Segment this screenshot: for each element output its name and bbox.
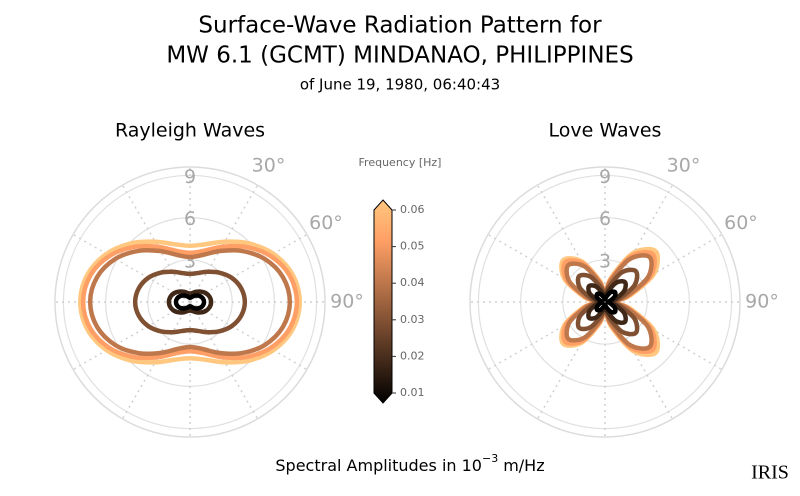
theta-tick-label: 30° bbox=[252, 155, 286, 177]
theta-tick-label: 30° bbox=[667, 155, 701, 177]
radiation-curve bbox=[132, 269, 248, 335]
x-label-exponent: −3 bbox=[482, 452, 498, 465]
grid-spoke bbox=[604, 301, 723, 371]
radiation-curve bbox=[87, 247, 293, 357]
theta-tick-label: 60° bbox=[724, 212, 758, 234]
radiation-curve bbox=[80, 243, 300, 361]
grid-spoke bbox=[189, 301, 308, 371]
radiation-curve bbox=[78, 239, 302, 365]
grid-spoke bbox=[189, 233, 308, 303]
logo: IRIS bbox=[751, 462, 789, 484]
theta-tick-label: 90° bbox=[745, 291, 779, 313]
colorbar-tick-label: 0.06 bbox=[400, 203, 425, 216]
title: Surface-Wave Radiation Pattern for bbox=[198, 13, 602, 39]
r-tick-label: 6 bbox=[184, 208, 196, 230]
colorbar-tick-label: 0.04 bbox=[400, 276, 425, 289]
subplot-title: Rayleigh Waves bbox=[115, 120, 265, 142]
outer-circle bbox=[54, 166, 326, 438]
grid-spoke bbox=[72, 233, 191, 303]
colorbar-tick-label: 0.02 bbox=[400, 349, 425, 362]
grid-spoke bbox=[487, 233, 606, 303]
r-tick-label: 6 bbox=[599, 208, 611, 230]
colorbar-tick-label: 0.01 bbox=[400, 386, 425, 399]
colorbar-label: Frequency [Hz] bbox=[359, 156, 442, 169]
radiation-curve bbox=[594, 289, 618, 315]
x-label: Spectral Amplitudes in 10−3 m/Hz bbox=[275, 452, 544, 475]
colorbar-tick-label: 0.05 bbox=[400, 240, 425, 253]
theta-tick-label: 90° bbox=[330, 291, 364, 313]
grid-spoke bbox=[604, 233, 723, 303]
title: MW 6.1 (GCMT) MINDANAO, PHILIPPINES bbox=[166, 43, 633, 69]
r-tick-label: 3 bbox=[599, 250, 611, 272]
subtitle: of June 19, 1980, 06:40:43 bbox=[300, 76, 500, 94]
r-tick-label: 9 bbox=[184, 166, 196, 188]
x-label-unit: m/Hz bbox=[503, 456, 544, 475]
grid-spoke bbox=[604, 301, 674, 420]
radiation-curve bbox=[173, 293, 207, 311]
grid-spoke bbox=[536, 184, 606, 303]
radiation-curve bbox=[166, 289, 214, 315]
grid-spoke bbox=[487, 301, 606, 371]
grid-spoke bbox=[604, 184, 674, 303]
r-tick-label: 9 bbox=[599, 166, 611, 188]
theta-tick-label: 60° bbox=[309, 212, 343, 234]
outer-circle bbox=[469, 166, 741, 438]
grid-spoke bbox=[72, 301, 191, 371]
colorbar-tick-label: 0.03 bbox=[400, 313, 425, 326]
x-label-text: Spectral Amplitudes in 10 bbox=[275, 456, 482, 475]
grid-spoke bbox=[536, 301, 606, 420]
colorbar bbox=[373, 199, 393, 404]
subplot-title: Love Waves bbox=[549, 120, 662, 142]
